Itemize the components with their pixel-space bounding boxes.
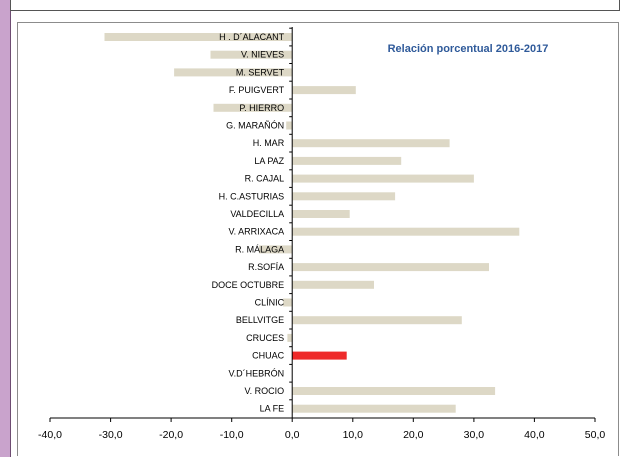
x-tick-label: -10,0 (220, 429, 244, 441)
bar-5 (286, 121, 293, 130)
category-label: H . D´ALACANT (219, 32, 285, 42)
category-label: DOCE OCTUBRE (212, 280, 285, 290)
category-label: R.SOFÍA (248, 262, 284, 272)
category-label: H. C.ASTURIAS (219, 191, 285, 201)
category-label: G. MARAÑÓN (226, 121, 284, 131)
x-tick-label: 0,0 (285, 429, 300, 441)
category-label: CHUAC (252, 351, 285, 361)
bar-6 (292, 139, 450, 148)
bar-13 (292, 263, 489, 272)
bar-3 (292, 86, 356, 95)
chart-frame: H . D´ALACANT V. NIEVES M. SERVET F. PUIGVE… (17, 22, 619, 456)
bar-2 (174, 68, 293, 77)
bar-11 (292, 227, 520, 236)
bar-8 (292, 174, 474, 183)
bar-15 (283, 298, 293, 307)
category-label: V.D´HEBRÓN (229, 368, 285, 378)
category-label: M. SERVET (236, 67, 285, 77)
bar-10 (292, 210, 350, 218)
bar-18 (292, 351, 347, 360)
category-label: CLÍNIC (255, 298, 285, 308)
category-label: V. NIEVES (241, 50, 284, 60)
category-label: F. PUIGVERT (229, 85, 285, 95)
category-label: P. HIERRO (239, 103, 284, 113)
category-label: LA PAZ (254, 156, 284, 166)
category-label: H. MAR (253, 138, 285, 148)
category-label: V. ROCIO (245, 386, 285, 396)
category-label: BELLVITGE (236, 315, 284, 325)
x-tick-label: 10,0 (343, 429, 364, 441)
x-tick-label: 30,0 (464, 429, 485, 441)
x-tick-label: -40,0 (38, 429, 62, 441)
x-tick-label: -30,0 (99, 429, 123, 441)
category-label: CRUCES (246, 333, 284, 343)
bar-12 (258, 245, 293, 254)
bar-1 (210, 50, 293, 59)
x-tick-label: 20,0 (403, 429, 424, 441)
category-label: R. MÁLAGA (235, 244, 284, 254)
bar-14 (292, 280, 374, 289)
bar-21 (292, 404, 456, 413)
x-tick-label: -20,0 (159, 429, 183, 441)
bar-4 (213, 103, 293, 112)
bar-9 (292, 192, 396, 201)
x-tick-label: 50,0 (585, 429, 606, 441)
bar-0 (104, 33, 293, 41)
category-label: R. CAJAL (245, 174, 285, 184)
bar-20 (292, 387, 496, 395)
bar-7 (292, 156, 402, 165)
left-side-strip (0, 0, 11, 457)
x-tick-label: 40,0 (524, 429, 545, 441)
chart-title: Relación porcentual 2016-2017 (388, 43, 549, 55)
category-label: V. ARRIXACA (228, 227, 284, 237)
category-label: VALDECILLA (230, 209, 284, 219)
category-label: LA FE (260, 404, 285, 414)
bar-17 (287, 333, 293, 342)
bar-chart: H . D´ALACANT V. NIEVES M. SERVET F. PUIGVE… (38, 27, 606, 441)
bar-16 (292, 316, 462, 325)
top-panel-edge (10, 0, 620, 11)
